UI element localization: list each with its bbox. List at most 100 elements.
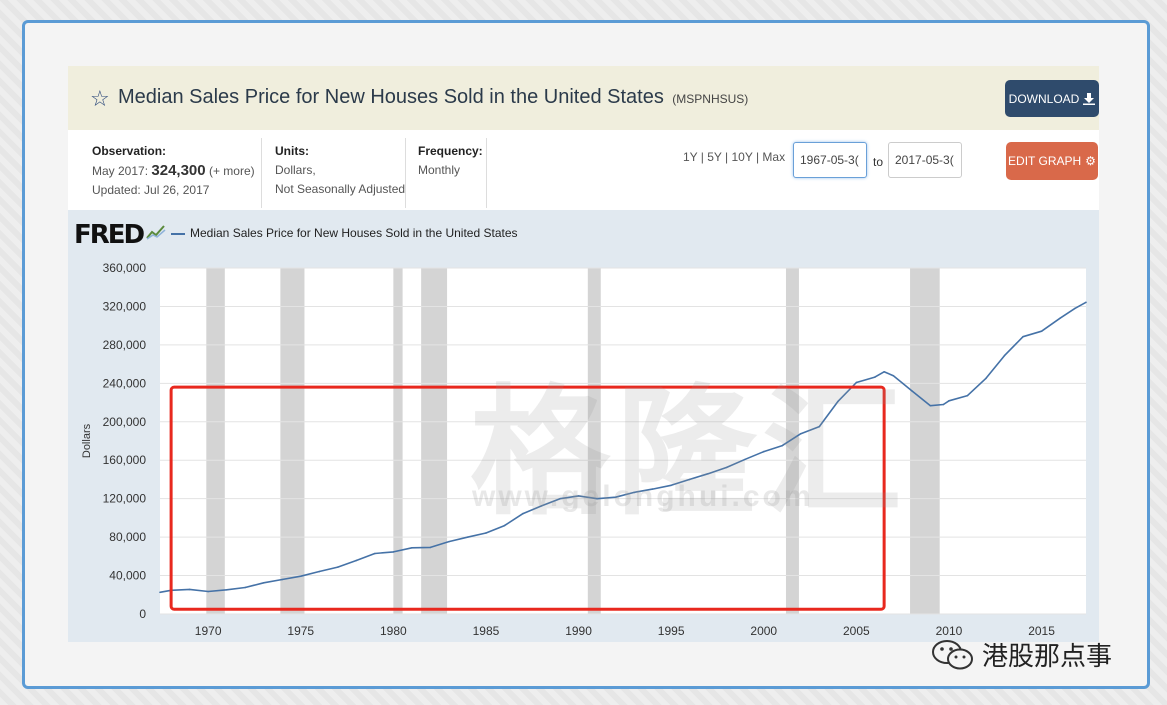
observation-label: Observation: <box>92 144 167 158</box>
data-point <box>159 591 161 594</box>
wechat-icon <box>932 639 973 669</box>
units-block: Units: Dollars, Not Seasonally Adjusted <box>275 142 405 199</box>
y-tick-label: 0 <box>139 607 146 621</box>
download-label: DOWNLOAD <box>1008 91 1080 106</box>
data-point <box>762 450 765 453</box>
x-tick-label: 2000 <box>750 624 777 638</box>
recession-band <box>587 268 601 614</box>
divider <box>405 138 406 208</box>
series-title: Median Sales Price for New Houses Sold i… <box>118 86 664 108</box>
data-point <box>948 400 950 402</box>
x-tick-label: 2005 <box>843 624 870 638</box>
recession-band <box>280 268 305 614</box>
data-point <box>707 472 709 475</box>
highlight-box <box>169 385 886 611</box>
y-tick-label: 80,000 <box>109 530 146 544</box>
download-button[interactable]: DOWNLOAD <box>1005 80 1099 117</box>
recession-band <box>785 268 799 614</box>
wechat-footer: 港股那点事 <box>930 636 1112 673</box>
data-point <box>874 376 876 378</box>
data-point <box>799 432 802 435</box>
updated-date: Updated: Jul 26, 2017 <box>92 183 210 197</box>
legend-swatch <box>171 233 185 235</box>
data-point <box>577 495 580 497</box>
x-tick-label: 1985 <box>473 624 500 638</box>
data-point <box>244 586 246 589</box>
data-point <box>633 491 635 494</box>
x-tick-label: 1970 <box>195 624 222 638</box>
data-point <box>1085 301 1087 304</box>
series-line <box>159 301 1087 594</box>
data-point <box>336 566 339 568</box>
data-point <box>651 488 654 490</box>
series-info-bar: Observation: May 2017: 324,300 (+ more) … <box>68 130 1099 210</box>
data-point <box>688 478 691 481</box>
data-point <box>781 444 784 447</box>
data-point <box>429 546 432 549</box>
range-links[interactable]: 1Y | 5Y | 10Y | Max <box>683 150 786 164</box>
data-point <box>540 505 543 507</box>
edit-graph-label: EDIT GRAPH <box>1008 154 1082 168</box>
x-tick-label: 1990 <box>565 624 592 638</box>
data-point <box>485 532 487 534</box>
units-line-1: Dollars, <box>275 163 316 177</box>
x-tick-label: 1995 <box>658 624 685 638</box>
data-point <box>670 484 672 487</box>
data-point <box>522 512 524 515</box>
edit-graph-button[interactable]: EDIT GRAPH ⚙ <box>1006 142 1098 180</box>
to-label: to <box>873 155 884 169</box>
data-point <box>466 536 469 539</box>
observation-value: 324,300 <box>151 162 206 179</box>
data-point <box>281 578 284 581</box>
watermark-chinese: 格隆汇 <box>470 372 909 535</box>
gear-icon: ⚙ <box>1085 154 1096 168</box>
data-point <box>299 575 302 578</box>
data-point <box>744 458 747 461</box>
data-point <box>503 524 506 527</box>
fred-chart-logo-icon <box>146 225 166 240</box>
y-tick-label: 360,000 <box>103 261 147 275</box>
data-point <box>262 581 265 584</box>
data-point <box>1003 354 1006 357</box>
x-tick-label: 1980 <box>380 624 407 638</box>
wechat-account-name: 港股那点事 <box>982 642 1113 672</box>
data-point <box>207 590 209 593</box>
frequency-value: Monthly <box>418 163 461 177</box>
data-point <box>942 403 945 406</box>
recession-band <box>206 268 225 614</box>
data-point <box>596 497 598 500</box>
favorite-star-icon[interactable]: ☆ <box>90 86 110 111</box>
divider <box>261 138 262 208</box>
series-header: ☆ Median Sales Price for New Houses Sold… <box>68 66 1099 130</box>
data-point <box>837 400 839 403</box>
download-icon <box>1083 92 1096 105</box>
data-point <box>448 540 450 543</box>
data-point <box>855 381 858 384</box>
data-point <box>1059 317 1061 319</box>
y-tick-label: 160,000 <box>103 453 147 467</box>
divider <box>486 138 487 208</box>
recession-band <box>910 268 940 614</box>
data-point <box>985 377 987 380</box>
y-axis-label: Dollars <box>81 423 93 458</box>
legend-label: Median Sales Price for New Houses Sold i… <box>190 226 518 240</box>
series-title-wrap: Median Sales Price for New Houses Sold i… <box>118 86 748 109</box>
data-point <box>818 425 821 428</box>
observation-more-link[interactable]: (+ more) <box>208 164 255 178</box>
data-point <box>929 404 932 407</box>
recession-band <box>421 268 448 614</box>
y-tick-label: 120,000 <box>103 492 147 506</box>
observation-line: May 2017: 324,300 (+ more) <box>92 161 255 181</box>
data-point <box>355 559 358 562</box>
start-date-input[interactable] <box>793 142 867 178</box>
y-tick-label: 280,000 <box>103 338 147 352</box>
data-point <box>1074 307 1076 310</box>
data-point <box>1022 335 1024 338</box>
x-tick-label: 1975 <box>287 624 314 638</box>
units-label: Units: <box>275 144 309 158</box>
end-date-input[interactable] <box>888 142 962 178</box>
watermark-url: www.gelonghui.com <box>472 480 814 513</box>
recession-band <box>393 268 403 614</box>
observation-block: Observation: May 2017: 324,300 (+ more) … <box>92 142 255 200</box>
line-chart: 0 40,000 80,000 120,000 160,000 200,000 240,00… <box>81 261 1087 638</box>
